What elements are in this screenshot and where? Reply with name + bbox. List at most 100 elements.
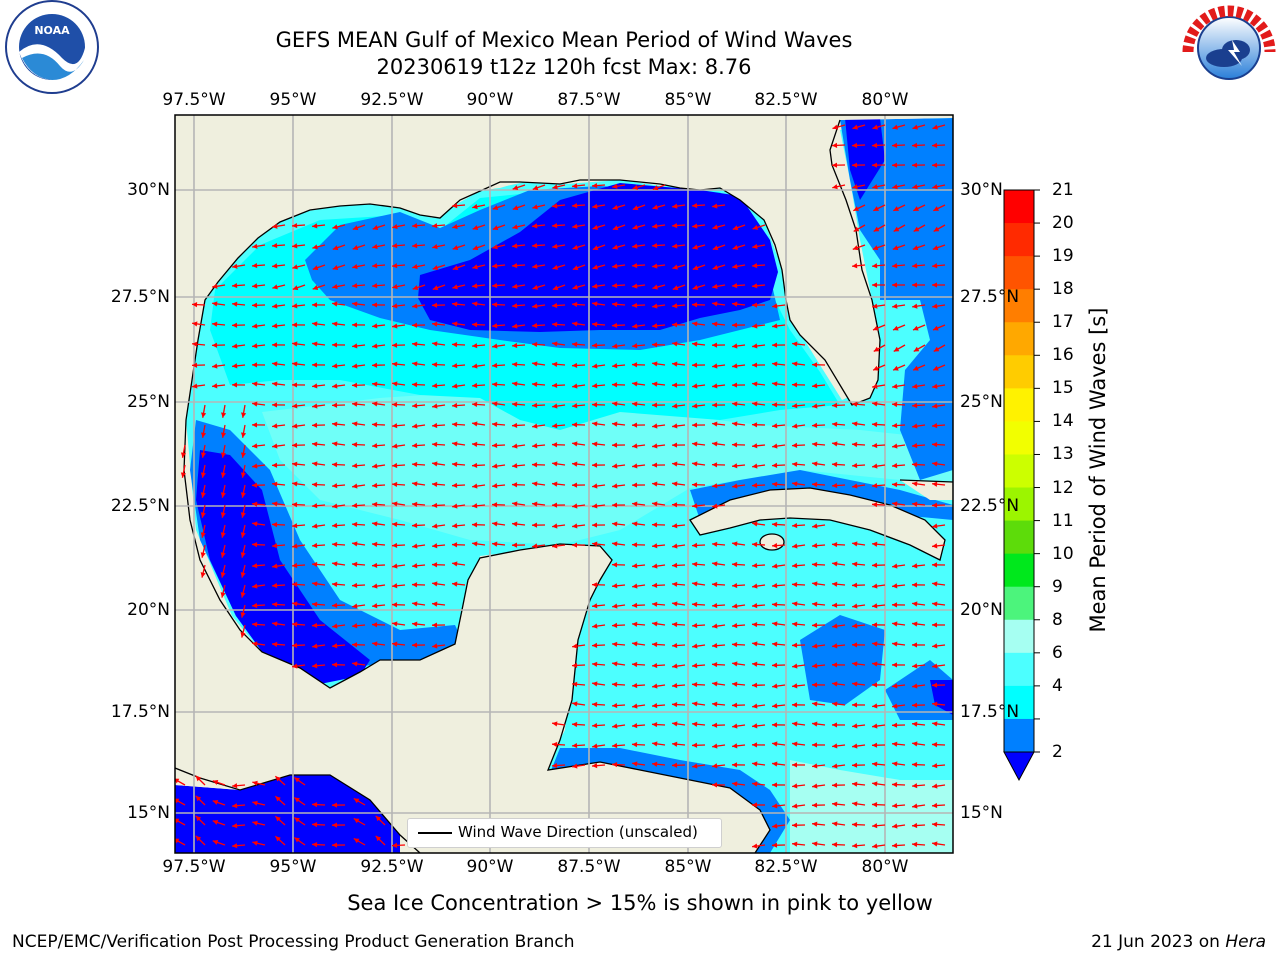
wind-wave-arrow-head [294,817,300,823]
wind-wave-arrow-head [292,382,298,388]
lon-label-top: 85°W [664,90,712,110]
wind-wave-arrow-head [312,265,319,271]
wind-wave-arrow-head [792,663,798,669]
wind-wave-arrow-head [672,481,678,487]
wind-wave-arrow-head [452,342,458,348]
wind-wave-arrow-head [832,842,838,848]
wind-wave-arrow-head [372,343,378,349]
wind-wave-arrow-head [432,441,438,448]
wind-wave-arrow-head [872,162,878,168]
wind-wave-arrow-head [452,523,458,529]
wind-wave-arrow-head [232,263,238,269]
wind-wave-arrow-head [472,363,478,369]
lat-label-left: 30°N [127,180,170,200]
wind-wave-arrow-head [312,223,318,229]
wind-wave-arrow-head [572,643,578,649]
wind-wave-arrow-head [572,662,578,668]
wind-wave-arrow-head [612,421,618,427]
wind-wave-arrow-head [752,661,758,667]
wind-wave-arrow-head [892,162,898,168]
wind-wave-arrow-head [872,142,878,148]
wind-wave-arrow-head [592,402,598,408]
wind-wave-arrow-head [672,203,678,209]
wind-wave-arrow-head [892,184,898,190]
wind-wave-arrow-head [652,402,658,408]
wind-wave-arrow-head [792,341,798,347]
wind-wave-arrow-head [492,282,498,289]
colorbar-tick-label: 2 [1052,742,1063,762]
wind-wave-arrow-head [572,701,578,707]
colorbar-segment [1004,289,1034,323]
wind-wave-arrow-head [792,642,798,648]
wind-wave-arrow-head [772,683,778,689]
lat-label-left: 17.5°N [110,702,170,722]
wind-wave-arrow-head [492,521,498,527]
wind-wave-arrow-head [252,521,258,527]
wind-wave-arrow-head [472,301,478,307]
wind-wave-arrow-head [632,583,638,589]
wind-wave-arrow-head [552,243,558,249]
wind-wave-arrow-head [352,642,358,648]
wind-wave-arrow-head [852,623,858,629]
colorbar-tick-label: 17 [1052,312,1074,333]
wind-wave-arrow-head [492,381,498,388]
wind-wave-arrow-head [852,743,858,749]
lon-label-bottom: 85°W [664,857,712,877]
legend: Wind Wave Direction (unscaled) [407,818,722,848]
colorbar-tick-label: 13 [1052,444,1074,465]
wind-wave-arrow-head [852,421,858,427]
wind-wave-arrow-head [672,642,678,649]
wind-wave-arrow-head [892,803,898,809]
wind-wave-arrow-head [452,301,458,307]
wind-wave-arrow-head [175,778,180,784]
wind-wave-arrow-head [792,522,798,529]
wind-wave-arrow-head [252,401,258,407]
wind-wave-arrow-head [872,442,878,449]
wind-wave-arrow-head [892,641,898,647]
wind-wave-arrow-head [432,481,438,487]
wind-wave-arrow-head [232,322,238,328]
wind-wave-arrow-head [872,184,878,190]
wind-wave-arrow-head [852,603,858,609]
wind-wave-arrow-head [892,303,898,309]
wind-wave-arrow-head [552,264,559,270]
wind-wave-arrow-head [932,423,938,429]
wind-wave-arrow-head [632,323,638,329]
wind-wave-arrow-head [592,224,599,230]
wind-wave-arrow-head [692,561,698,567]
wind-wave-arrow-head [492,205,499,211]
wind-wave-arrow-head [292,461,298,467]
wind-wave-arrow-head [272,323,278,329]
wind-wave-arrow-head [592,283,598,289]
wind-wave-arrow-head [933,226,940,232]
wind-wave-arrow-head [692,622,698,629]
wind-wave-arrow-head [872,641,878,647]
wind-wave-arrow-head [352,661,358,667]
wind-wave-arrow-head [200,532,206,538]
wind-wave-arrow-head [752,422,758,428]
wind-wave-arrow-head [412,522,418,529]
wind-wave-arrow-head [452,542,458,548]
wind-wave-arrow-head [652,641,658,648]
wind-wave-arrow-head [392,462,398,469]
wind-wave-arrow-head [572,542,578,548]
mid-blue-caribbean-1 [800,615,885,705]
wind-wave-arrow-head [240,472,246,478]
wind-wave-arrow-head [792,361,798,367]
wind-wave-arrow-head [913,325,919,331]
wind-wave-arrow-head [672,543,678,549]
wind-wave-arrow-head [592,623,598,629]
wind-wave-arrow-head [432,244,438,250]
wind-wave-arrow-head [252,283,258,289]
wind-wave-arrow-head [212,383,218,389]
wind-wave-direction-arrows [175,124,946,849]
wind-wave-arrow-head [612,603,618,609]
lon-label-top: 90°W [466,90,514,110]
wind-wave-arrow-head [592,321,598,327]
wind-wave-arrow-head [672,222,678,229]
wind-wave-arrow-head [932,162,938,168]
sea-ice-footnote: Sea Ice Concentration > 15% is shown in … [347,891,933,915]
wind-wave-arrow-head [292,285,299,291]
wind-wave-arrow-head [512,243,518,249]
wind-wave-arrow-head [652,185,659,191]
